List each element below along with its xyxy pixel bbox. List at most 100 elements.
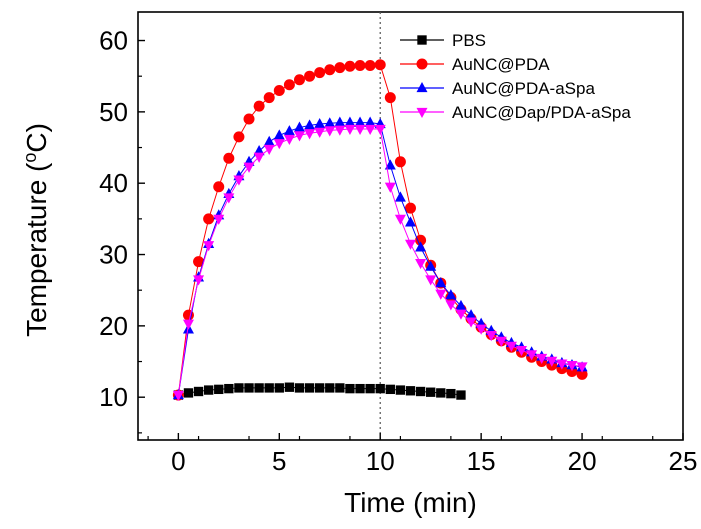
data-point [194,387,203,396]
data-point [426,388,435,397]
data-point [385,183,396,193]
y-axis-title: Temperature (oC) [20,123,52,337]
data-point [234,383,243,392]
data-point [345,384,354,393]
x-tick-label: 25 [669,446,698,476]
legend: PBS AuNC@PDA AuNC@PDA-aSpa AuNC@Dap/PDA-aSp… [400,31,631,122]
data-point [344,61,355,72]
legend-label: AuNC@Dap/PDA-aSpa [452,103,631,122]
data-point [386,385,395,394]
data-point [334,117,345,127]
y-axis-title-main: Temperature ( [21,162,52,337]
data-point [335,383,344,392]
data-point [264,136,275,146]
data-point [365,384,374,393]
data-point [365,125,376,135]
data-point [324,117,335,127]
data-point [233,176,244,186]
series-0 [174,383,466,400]
data-point [284,135,295,145]
legend-item: PBS [400,31,486,50]
data-point [375,59,386,70]
y-tick-label: 50 [99,97,128,127]
data-point [275,383,284,392]
data-point [284,79,295,90]
legend-label: AuNC@PDA-aSpa [452,79,595,98]
data-point [183,320,194,330]
data-point [254,383,263,392]
data-point [184,388,193,397]
x-tick-label: 20 [568,446,597,476]
data-point [213,215,224,225]
y-tick-label: 30 [99,240,128,270]
data-point [334,126,345,136]
data-point [455,310,466,320]
data-point [254,101,265,112]
y-axis-title-suffix: C) [21,123,52,153]
legend-marker [417,59,428,70]
data-point [355,60,366,71]
data-point [214,385,223,394]
data-point [395,215,406,225]
legend-item: AuNC@PDA [400,55,550,74]
data-point [324,64,335,75]
data-point [375,125,386,135]
legend-marker [417,108,428,118]
data-point [344,125,355,135]
x-tick-label: 5 [272,446,286,476]
data-point [304,71,315,82]
data-point [305,383,314,392]
data-point [274,85,285,96]
data-point [365,60,376,71]
data-point [274,129,285,139]
y-tick-label: 20 [99,311,128,341]
data-point [285,383,294,392]
legend-marker [417,82,428,92]
x-tick-label: 15 [467,446,496,476]
legend-label: PBS [452,31,486,50]
x-tick-label: 0 [171,446,185,476]
data-point [233,131,244,142]
data-point [355,384,364,393]
data-point [315,383,324,392]
data-point [396,385,405,394]
legend-label: AuNC@PDA [452,55,550,74]
y-tick-label: 40 [99,168,128,198]
data-point [325,383,334,392]
data-point [274,139,285,149]
y-axis-title-unit: o [20,153,40,163]
data-point [224,384,233,393]
data-point [376,384,385,393]
data-point [314,118,325,128]
data-point [314,67,325,78]
data-point [264,92,275,103]
legend-marker [417,35,426,44]
data-point [204,385,213,394]
data-point [445,300,456,310]
data-point [395,156,406,167]
data-point [436,388,445,397]
data-point [385,92,396,103]
data-point [244,114,255,125]
data-point [264,145,275,155]
data-point [446,389,455,398]
data-point [244,383,253,392]
y-tick-label: 10 [99,382,128,412]
x-tick-label: 10 [366,446,395,476]
data-point [223,153,234,164]
data-point [355,125,366,135]
data-point [406,386,415,395]
x-axis-title: Time (min) [344,487,477,518]
y-tick-label: 60 [99,26,128,56]
legend-item: AuNC@PDA-aSpa [400,79,595,98]
data-point [456,390,465,399]
data-point [295,383,304,392]
data-point [415,259,426,269]
data-point [416,387,425,396]
legend-item: AuNC@Dap/PDA-aSpa [400,103,631,122]
data-point [203,213,214,224]
data-point [405,240,416,250]
data-point [265,383,274,392]
data-point [395,191,406,201]
